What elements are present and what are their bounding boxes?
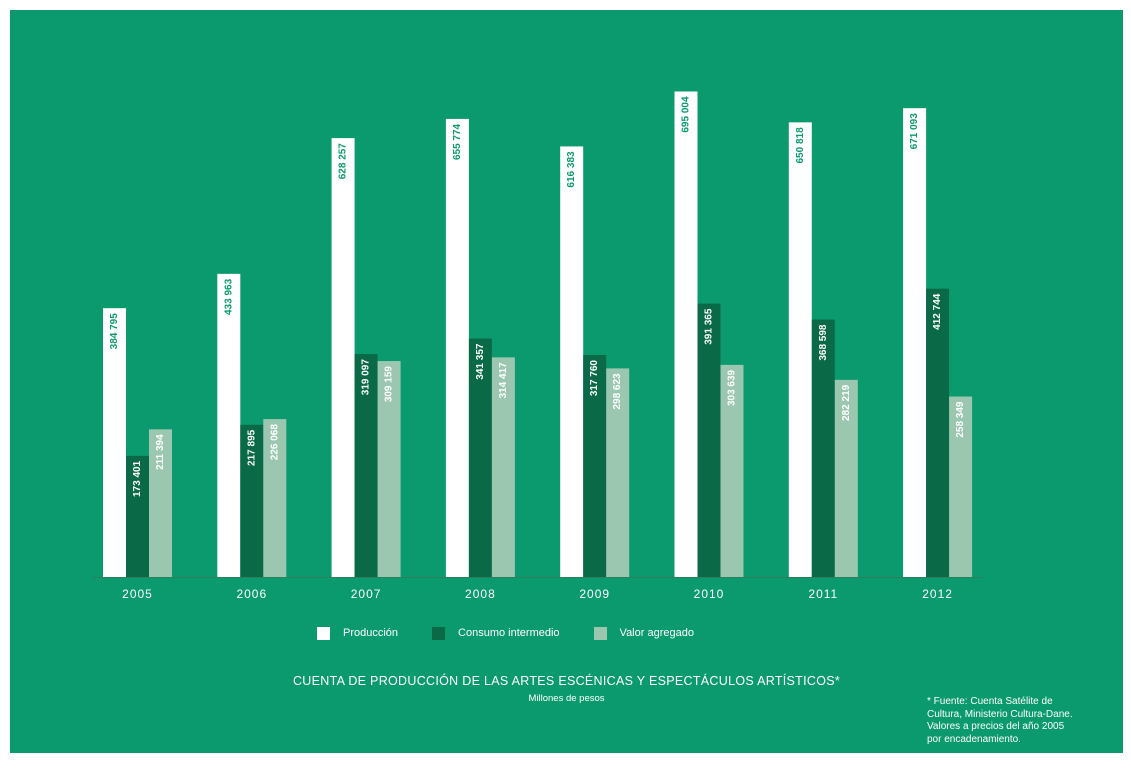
- data-label-valor-agregado-2009: 298 623: [612, 373, 623, 410]
- x-tick-label-2005: 2005: [122, 587, 153, 601]
- chart-title: CUENTA DE PRODUCCIÓN DE LAS ARTES ESCÉNI…: [10, 674, 1123, 688]
- x-tick-label-2008: 2008: [465, 587, 496, 601]
- data-label-consumo-intermedio-2008: 341 357: [475, 343, 486, 380]
- legend-label-produccion: Producción: [343, 627, 398, 639]
- x-tick-label-2010: 2010: [694, 587, 725, 601]
- data-label-consumo-intermedio-2005: 173 401: [132, 460, 143, 497]
- bar-producción-2007: [332, 138, 355, 577]
- data-label-producción-2007: 628 257: [338, 143, 349, 180]
- legend-swatch-consumo-intermedio: [432, 627, 445, 640]
- x-tick-label-2009: 2009: [579, 587, 610, 601]
- data-label-consumo-intermedio-2012: 412 744: [932, 293, 943, 330]
- legend-label-consumo-intermedio: Consumo intermedio: [458, 627, 560, 639]
- data-label-producción-2008: 655 774: [452, 123, 463, 160]
- data-label-consumo-intermedio-2010: 391 365: [704, 308, 715, 345]
- data-label-producción-2009: 616 383: [566, 151, 577, 188]
- bar-producción-2011: [789, 122, 812, 577]
- data-label-valor-agregado-2010: 303 639: [727, 369, 738, 406]
- data-label-valor-agregado-2007: 309 159: [384, 366, 395, 403]
- data-label-valor-agregado-2006: 226 068: [269, 424, 280, 461]
- data-label-producción-2005: 384 795: [109, 313, 120, 350]
- data-label-producción-2006: 433 963: [223, 278, 234, 315]
- data-label-producción-2012: 671 093: [909, 113, 920, 150]
- chart-panel: 384 795 173 401 211 394 2005 433 963 217 895 2…: [10, 10, 1123, 753]
- data-label-producción-2010: 695 004: [681, 96, 692, 133]
- data-label-consumo-intermedio-2007: 319 097: [361, 359, 372, 396]
- legend: Producción Consumo intermedio Valor agre…: [317, 623, 728, 643]
- data-label-valor-agregado-2008: 314 417: [498, 362, 509, 399]
- bar-producción-2010: [675, 91, 698, 577]
- bar-consumo-intermedio-2012: [926, 289, 949, 577]
- x-tick-label-2007: 2007: [351, 587, 382, 601]
- bar-producción-2009: [560, 146, 583, 577]
- legend-item-valor-agregado: Valor agregado: [594, 627, 694, 640]
- legend-swatch-produccion: [317, 627, 330, 640]
- data-label-consumo-intermedio-2009: 317 760: [589, 360, 600, 397]
- x-tick-label-2006: 2006: [236, 587, 267, 601]
- x-tick-label-2012: 2012: [922, 587, 953, 601]
- legend-label-valor-agregado: Valor agregado: [620, 627, 694, 639]
- source-footnote: * Fuente: Cuenta Satélite de Cultura, Mi…: [927, 696, 1127, 746]
- legend-item-consumo-intermedio: Consumo intermedio: [432, 627, 560, 640]
- legend-item-produccion: Producción: [317, 627, 398, 640]
- bar-producción-2008: [446, 119, 469, 577]
- data-label-producción-2011: 650 818: [795, 127, 806, 164]
- data-label-consumo-intermedio-2011: 368 598: [818, 324, 829, 361]
- data-label-valor-agregado-2011: 282 219: [841, 384, 852, 421]
- bar-producción-2012: [903, 108, 926, 577]
- data-label-consumo-intermedio-2006: 217 895: [246, 429, 257, 466]
- data-label-valor-agregado-2012: 258 349: [955, 401, 966, 438]
- legend-swatch-valor-agregado: [594, 627, 607, 640]
- x-tick-label-2011: 2011: [808, 587, 838, 601]
- data-label-valor-agregado-2005: 211 394: [155, 434, 166, 470]
- bar-producción-2006: [217, 274, 240, 577]
